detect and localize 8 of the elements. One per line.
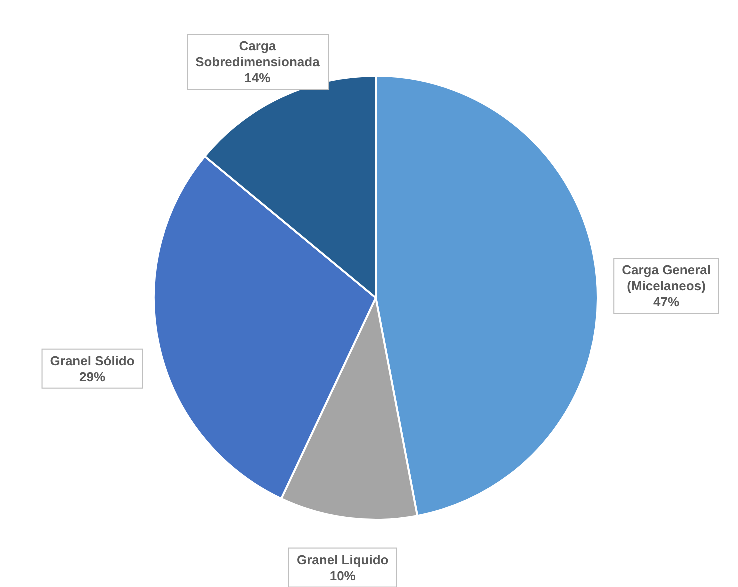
slice-label: Granel Liquido	[296, 552, 389, 568]
slice-label: Granel Sólido	[50, 353, 135, 368]
data-label: 10%	[330, 568, 356, 584]
slice-label: Carga General (Micelaneos)	[622, 262, 711, 294]
data-label: 14%	[244, 70, 272, 86]
data-label: 47%	[654, 294, 680, 310]
slice-label: Carga Sobredimensionada	[196, 38, 321, 70]
data-label: 29%	[80, 369, 106, 384]
